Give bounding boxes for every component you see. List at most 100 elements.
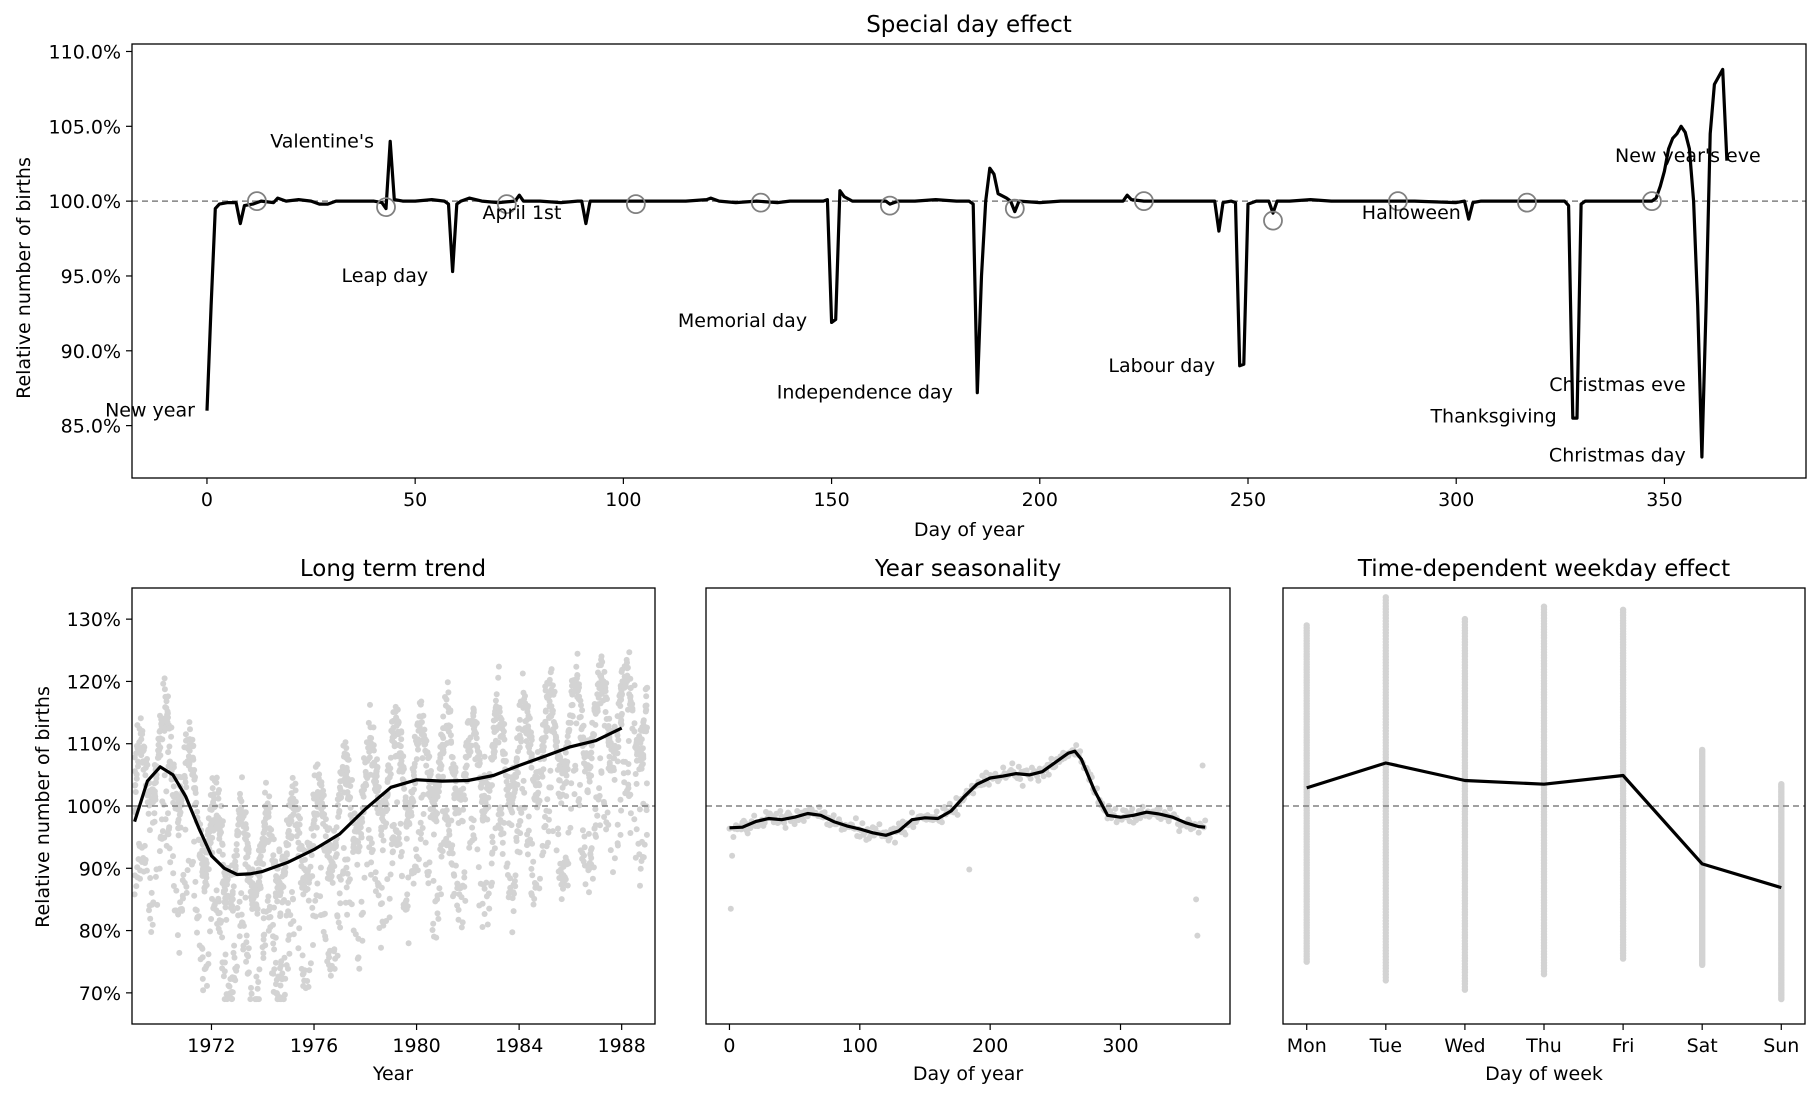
trend-point <box>186 719 193 726</box>
trend-point <box>555 831 562 838</box>
trend-point <box>332 955 339 962</box>
trend-point <box>142 856 149 863</box>
trend-point <box>238 911 245 918</box>
weekday-frame <box>1282 587 1806 1025</box>
trend-point <box>617 703 624 709</box>
trend-point <box>476 749 483 756</box>
trend-point <box>148 889 155 896</box>
trend-ytick-label: 110% <box>67 734 121 756</box>
season-point <box>938 819 945 826</box>
trend-point <box>441 839 448 846</box>
trend-point <box>558 896 565 903</box>
trend-point <box>370 747 377 754</box>
trend-point <box>605 821 612 828</box>
trend-point <box>459 919 466 926</box>
trend-point <box>529 872 536 879</box>
trend-point <box>611 776 618 783</box>
trend-point <box>387 754 394 761</box>
trend-point <box>199 954 206 961</box>
trend-point <box>304 886 311 892</box>
trend-point <box>396 768 403 775</box>
trend-point <box>131 872 138 879</box>
trend-point <box>531 880 538 886</box>
trend-point <box>451 795 458 802</box>
trend-point <box>574 650 581 657</box>
trend-point <box>518 809 525 816</box>
trend-point <box>337 778 344 785</box>
weekday-xlabel: Day of week <box>1485 1063 1603 1085</box>
trend-point <box>589 875 596 882</box>
trend-point <box>386 895 393 902</box>
trend-point <box>300 876 307 883</box>
trend-point <box>276 889 283 896</box>
trend-point <box>375 882 382 889</box>
trend-point <box>495 739 502 746</box>
trend-point <box>177 899 184 906</box>
trend-point <box>553 739 560 745</box>
trend-point <box>597 755 604 762</box>
trend-point <box>615 737 622 743</box>
special-day-annotation: Labour day <box>1108 355 1215 377</box>
trend-point <box>257 885 264 891</box>
trend-point <box>539 842 546 849</box>
trend-point <box>611 855 618 862</box>
trend-point <box>384 779 391 785</box>
weekday-xtick-label: Sun <box>1763 1035 1799 1057</box>
trend-point <box>194 915 201 922</box>
trend-point <box>448 860 455 867</box>
trend-point <box>260 908 267 915</box>
trend-xtick-label: 1984 <box>495 1035 543 1057</box>
trend-point <box>418 794 425 801</box>
trend-xtick-label: 1988 <box>597 1035 645 1057</box>
trend-point <box>272 858 279 865</box>
trend-point <box>419 825 426 831</box>
trend-point <box>461 869 468 876</box>
trend-point <box>174 932 181 939</box>
trend-point <box>454 790 460 797</box>
trend-point <box>247 996 254 1003</box>
trend-point <box>404 817 411 824</box>
weekday-title: Time-dependent weekday effect <box>1357 556 1730 582</box>
weekday-effect-panel: Time-dependent weekday effect Day of wee… <box>1282 556 1806 1085</box>
trend-point <box>611 742 618 749</box>
trend-point <box>474 846 481 853</box>
trend-point <box>464 743 471 749</box>
trend-point <box>573 663 580 670</box>
trend-point <box>319 800 326 807</box>
trend-point <box>569 713 576 720</box>
trend-point <box>180 871 187 878</box>
trend-ytick-label: 90% <box>79 858 121 880</box>
trend-point <box>597 822 603 829</box>
trend-point <box>350 849 357 855</box>
season-point <box>902 831 909 838</box>
trend-point <box>200 857 207 864</box>
trend-point <box>389 718 395 725</box>
special-day-xtick-label: 0 <box>201 489 213 511</box>
trend-point <box>215 925 222 932</box>
trend-point <box>462 897 469 904</box>
trend-point <box>299 857 306 864</box>
trend-point <box>413 740 420 747</box>
trend-point <box>592 721 599 728</box>
trend-point <box>326 848 332 855</box>
trend-point <box>149 921 156 928</box>
special-day-annotation: Christmas day <box>1549 445 1686 467</box>
trend-point <box>245 864 252 871</box>
trend-point <box>578 702 584 709</box>
season-point <box>886 834 893 841</box>
trend-point <box>157 712 163 719</box>
trend-point <box>598 768 605 775</box>
trend-point <box>418 719 425 726</box>
trend-point <box>618 712 625 719</box>
trend-point <box>537 875 543 882</box>
trend-point <box>462 764 469 771</box>
trend-point <box>329 860 336 866</box>
trend-point <box>375 810 382 817</box>
trend-point <box>280 996 287 1003</box>
trend-point <box>240 942 247 949</box>
trend-point <box>360 909 366 916</box>
trend-point <box>343 884 350 891</box>
trend-point <box>311 811 318 818</box>
trend-point <box>544 694 551 701</box>
special-day-marker <box>496 194 517 215</box>
